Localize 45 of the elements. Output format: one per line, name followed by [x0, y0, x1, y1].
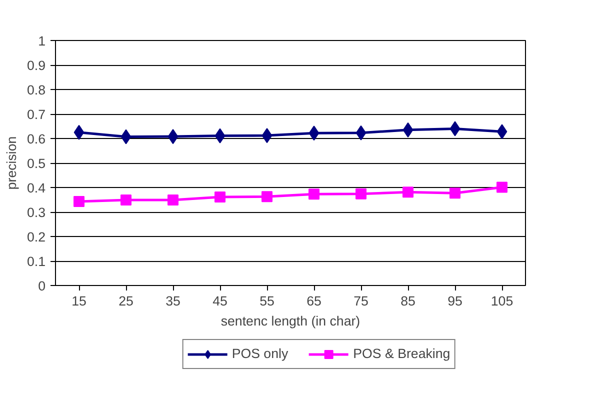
x-axis-title: sentenc length (in char)	[220, 314, 360, 328]
x-tick-label: 25	[118, 294, 134, 308]
point	[402, 122, 414, 138]
y-axis-title: precision	[4, 136, 19, 190]
point	[120, 194, 132, 206]
y-tick-label: 0.5	[26, 156, 46, 171]
x-tick-label: 95	[448, 294, 462, 308]
x-tick-label: 35	[166, 294, 180, 308]
x-tick-label: 55	[260, 294, 274, 308]
y-tick-label: 0.7	[26, 107, 46, 122]
point	[214, 192, 226, 203]
y-tick-label: 0.2	[26, 230, 46, 244]
x-tick-label: 65	[306, 294, 322, 308]
point	[356, 125, 366, 140]
legend-label: POS only	[232, 346, 288, 361]
point	[74, 196, 84, 207]
point	[496, 124, 508, 140]
x-tick-label: 105	[490, 294, 514, 308]
point	[168, 194, 178, 206]
point	[74, 124, 84, 140]
y-tick-label: 0	[38, 278, 46, 294]
point	[168, 129, 178, 144]
point	[308, 188, 320, 200]
y-tick-label: 0.4	[26, 180, 46, 196]
point	[356, 188, 366, 200]
x-tick-label: 45	[212, 294, 228, 308]
point	[120, 129, 132, 144]
point	[308, 126, 320, 141]
x-tick-label: 85	[400, 294, 416, 308]
point	[262, 191, 272, 202]
y-tick-label: 0.3	[26, 205, 46, 220]
point	[450, 121, 460, 136]
legend-label: POS & Breaking	[353, 346, 450, 361]
y-tick-label: 1	[38, 34, 46, 48]
x-tick-label: 75	[354, 294, 368, 308]
point	[496, 182, 508, 193]
point	[262, 128, 272, 144]
x-tick-label: 15	[72, 294, 86, 308]
y-tick-label: 0.1	[26, 254, 46, 269]
y-tick-label: 0.9	[26, 58, 46, 73]
point	[402, 186, 414, 198]
point	[214, 128, 226, 144]
point	[450, 188, 460, 199]
y-tick-label: 0.8	[26, 82, 46, 98]
y-tick-label: 0.6	[26, 132, 46, 146]
